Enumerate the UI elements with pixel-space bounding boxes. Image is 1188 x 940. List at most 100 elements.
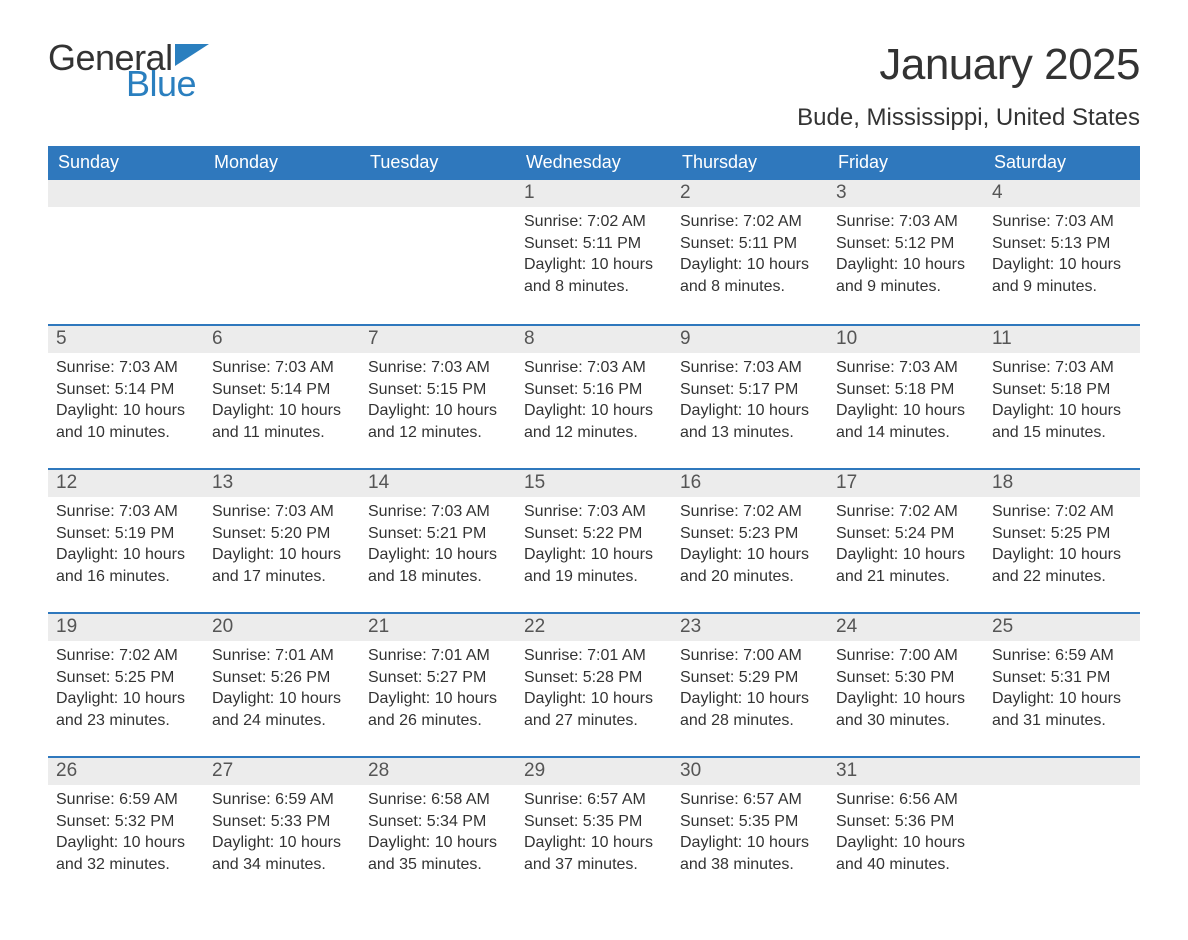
calendar-day: 11Sunrise: 7:03 AMSunset: 5:18 PMDayligh…	[984, 326, 1140, 468]
day-number: 23	[672, 614, 828, 641]
day-details: Sunrise: 6:57 AMSunset: 5:35 PMDaylight:…	[672, 785, 828, 885]
day-details: Sunrise: 7:00 AMSunset: 5:30 PMDaylight:…	[828, 641, 984, 741]
sunrise-text: Sunrise: 7:03 AM	[368, 357, 508, 379]
daylight-text: Daylight: 10 hours and 10 minutes.	[56, 400, 196, 443]
daylight-text: Daylight: 10 hours and 16 minutes.	[56, 544, 196, 587]
day-number: 25	[984, 614, 1140, 641]
calendar-day: .	[984, 758, 1140, 900]
weekday-header: Monday	[204, 146, 360, 180]
daylight-text: Daylight: 10 hours and 34 minutes.	[212, 832, 352, 875]
day-details: Sunrise: 6:56 AMSunset: 5:36 PMDaylight:…	[828, 785, 984, 885]
day-details: Sunrise: 7:01 AMSunset: 5:26 PMDaylight:…	[204, 641, 360, 741]
day-details: Sunrise: 7:02 AMSunset: 5:25 PMDaylight:…	[48, 641, 204, 741]
sunrise-text: Sunrise: 7:02 AM	[680, 501, 820, 523]
day-number: .	[48, 180, 204, 207]
day-details: Sunrise: 7:02 AMSunset: 5:24 PMDaylight:…	[828, 497, 984, 597]
calendar-day: .	[204, 180, 360, 324]
sunset-text: Sunset: 5:26 PM	[212, 667, 352, 689]
sunrise-text: Sunrise: 7:01 AM	[368, 645, 508, 667]
day-number: .	[204, 180, 360, 207]
sunrise-text: Sunrise: 7:03 AM	[992, 211, 1132, 233]
sunrise-text: Sunrise: 7:03 AM	[56, 501, 196, 523]
day-details: Sunrise: 7:03 AMSunset: 5:20 PMDaylight:…	[204, 497, 360, 597]
daylight-text: Daylight: 10 hours and 26 minutes.	[368, 688, 508, 731]
calendar-day: 29Sunrise: 6:57 AMSunset: 5:35 PMDayligh…	[516, 758, 672, 900]
sunrise-text: Sunrise: 6:59 AM	[56, 789, 196, 811]
day-number: 2	[672, 180, 828, 207]
calendar-day: 5Sunrise: 7:03 AMSunset: 5:14 PMDaylight…	[48, 326, 204, 468]
calendar-day: 19Sunrise: 7:02 AMSunset: 5:25 PMDayligh…	[48, 614, 204, 756]
day-details: Sunrise: 7:03 AMSunset: 5:13 PMDaylight:…	[984, 207, 1140, 307]
sunset-text: Sunset: 5:28 PM	[524, 667, 664, 689]
day-number: 18	[984, 470, 1140, 497]
daylight-text: Daylight: 10 hours and 22 minutes.	[992, 544, 1132, 587]
calendar-day: 28Sunrise: 6:58 AMSunset: 5:34 PMDayligh…	[360, 758, 516, 900]
sunset-text: Sunset: 5:21 PM	[368, 523, 508, 545]
day-details: Sunrise: 7:02 AMSunset: 5:25 PMDaylight:…	[984, 497, 1140, 597]
sunrise-text: Sunrise: 7:03 AM	[524, 357, 664, 379]
sunset-text: Sunset: 5:12 PM	[836, 233, 976, 255]
sunrise-text: Sunrise: 6:57 AM	[680, 789, 820, 811]
day-number: 5	[48, 326, 204, 353]
day-details: Sunrise: 7:03 AMSunset: 5:14 PMDaylight:…	[204, 353, 360, 453]
sunset-text: Sunset: 5:11 PM	[524, 233, 664, 255]
calendar-day: 17Sunrise: 7:02 AMSunset: 5:24 PMDayligh…	[828, 470, 984, 612]
calendar-day: 1Sunrise: 7:02 AMSunset: 5:11 PMDaylight…	[516, 180, 672, 324]
daylight-text: Daylight: 10 hours and 15 minutes.	[992, 400, 1132, 443]
calendar-week: 12Sunrise: 7:03 AMSunset: 5:19 PMDayligh…	[48, 468, 1140, 612]
calendar-day: 20Sunrise: 7:01 AMSunset: 5:26 PMDayligh…	[204, 614, 360, 756]
sunrise-text: Sunrise: 7:03 AM	[368, 501, 508, 523]
sunset-text: Sunset: 5:14 PM	[212, 379, 352, 401]
calendar-day: .	[48, 180, 204, 324]
sunrise-text: Sunrise: 7:03 AM	[524, 501, 664, 523]
sunrise-text: Sunrise: 7:02 AM	[992, 501, 1132, 523]
sunset-text: Sunset: 5:31 PM	[992, 667, 1132, 689]
day-number: 30	[672, 758, 828, 785]
day-number: 17	[828, 470, 984, 497]
day-details: Sunrise: 7:02 AMSunset: 5:23 PMDaylight:…	[672, 497, 828, 597]
day-number: 26	[48, 758, 204, 785]
sunset-text: Sunset: 5:23 PM	[680, 523, 820, 545]
daylight-text: Daylight: 10 hours and 8 minutes.	[524, 254, 664, 297]
calendar-week: 26Sunrise: 6:59 AMSunset: 5:32 PMDayligh…	[48, 756, 1140, 900]
sunrise-text: Sunrise: 6:59 AM	[992, 645, 1132, 667]
day-number: 9	[672, 326, 828, 353]
day-details: Sunrise: 7:03 AMSunset: 5:21 PMDaylight:…	[360, 497, 516, 597]
day-number: 11	[984, 326, 1140, 353]
daylight-text: Daylight: 10 hours and 11 minutes.	[212, 400, 352, 443]
sunset-text: Sunset: 5:25 PM	[56, 667, 196, 689]
daylight-text: Daylight: 10 hours and 9 minutes.	[992, 254, 1132, 297]
day-details: Sunrise: 6:58 AMSunset: 5:34 PMDaylight:…	[360, 785, 516, 885]
sunrise-text: Sunrise: 7:03 AM	[992, 357, 1132, 379]
calendar-day: 3Sunrise: 7:03 AMSunset: 5:12 PMDaylight…	[828, 180, 984, 324]
sunset-text: Sunset: 5:11 PM	[680, 233, 820, 255]
daylight-text: Daylight: 10 hours and 19 minutes.	[524, 544, 664, 587]
weekday-header: Saturday	[984, 146, 1140, 180]
sunrise-text: Sunrise: 7:03 AM	[680, 357, 820, 379]
weekday-header: Thursday	[672, 146, 828, 180]
calendar-day: 24Sunrise: 7:00 AMSunset: 5:30 PMDayligh…	[828, 614, 984, 756]
day-number: 3	[828, 180, 984, 207]
calendar-week: ...1Sunrise: 7:02 AMSunset: 5:11 PMDayli…	[48, 180, 1140, 324]
day-number: 24	[828, 614, 984, 641]
calendar-day: 10Sunrise: 7:03 AMSunset: 5:18 PMDayligh…	[828, 326, 984, 468]
sunset-text: Sunset: 5:19 PM	[56, 523, 196, 545]
daylight-text: Daylight: 10 hours and 12 minutes.	[524, 400, 664, 443]
day-details: Sunrise: 7:00 AMSunset: 5:29 PMDaylight:…	[672, 641, 828, 741]
day-number: 15	[516, 470, 672, 497]
month-title: January 2025	[797, 40, 1140, 90]
brand-logo: General Blue	[48, 40, 209, 102]
day-details: Sunrise: 6:59 AMSunset: 5:31 PMDaylight:…	[984, 641, 1140, 741]
day-number: .	[984, 758, 1140, 785]
calendar-day: 14Sunrise: 7:03 AMSunset: 5:21 PMDayligh…	[360, 470, 516, 612]
sunset-text: Sunset: 5:33 PM	[212, 811, 352, 833]
daylight-text: Daylight: 10 hours and 31 minutes.	[992, 688, 1132, 731]
day-number: 1	[516, 180, 672, 207]
calendar-day: 9Sunrise: 7:03 AMSunset: 5:17 PMDaylight…	[672, 326, 828, 468]
calendar-day: 4Sunrise: 7:03 AMSunset: 5:13 PMDaylight…	[984, 180, 1140, 324]
day-number: 12	[48, 470, 204, 497]
sunrise-text: Sunrise: 6:58 AM	[368, 789, 508, 811]
calendar-day: 12 Sunrise: 7:03 AMSunset: 5:19 PMDayligh…	[48, 470, 204, 612]
sunset-text: Sunset: 5:13 PM	[992, 233, 1132, 255]
sunrise-text: Sunrise: 7:03 AM	[836, 211, 976, 233]
